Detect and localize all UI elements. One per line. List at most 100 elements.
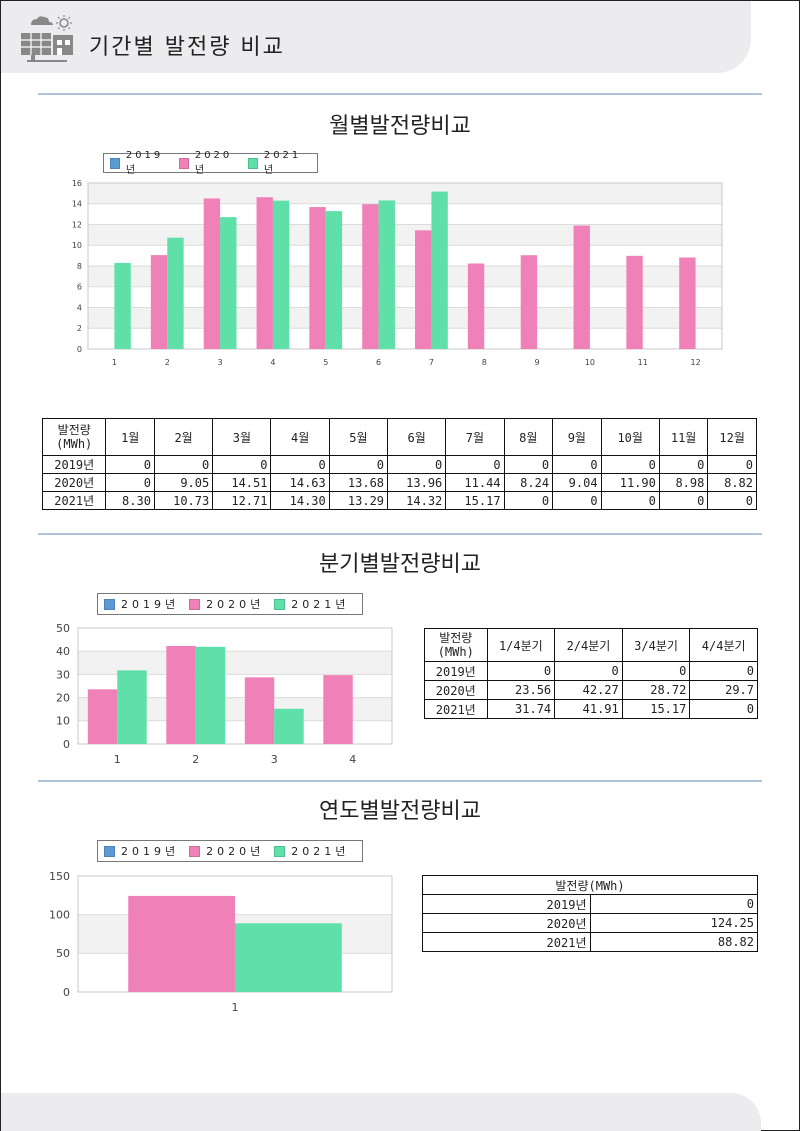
y-tick-label: 30 [56,668,70,681]
table-cell: 11.90 [600,473,660,492]
bar-2021년-2 [167,237,184,349]
bar-2021년-7 [431,191,448,349]
table-row: 2019년 0 0 0 0 [424,661,758,681]
table-cell: 12.71 [212,491,272,510]
x-tick-label: 1 [232,1001,239,1014]
yearly-chart-legend: 2019년 2020년 2021년 [97,840,363,862]
x-tick-label: 7 [429,358,434,367]
y-tick-label: 0 [63,738,70,751]
bar-2020년-12 [679,257,696,349]
legend-swatch [110,157,120,169]
bar-2020년-1 [87,689,118,744]
table-cell: 15.17 [445,491,505,510]
table-header-cell: 4/4분기 [689,628,758,662]
yearly-data-table: 발전량(MWh) 2019년 0 2020년 124.25 2021년 88.82 [422,875,758,952]
bar-2020년-7 [415,230,432,349]
bar-2020년-9 [520,255,538,349]
legend-item-2019: 2019년 [110,150,169,176]
table-header-row: 발전량 (MWh) 1월 2월 3월 4월 5월 6월 7월 8월 9월 10월 11월 12월 [41,418,757,456]
bar-2020년-1 [128,895,235,992]
table-cell: 8.98 [658,473,709,492]
legend-item-2019: 2019년 [104,596,179,612]
table-cell: 29.7 [689,680,758,700]
y-tick-label: 10 [72,241,82,250]
page-footer [1,1093,761,1131]
plot-border [87,182,723,350]
bar-2020년-4 [323,675,353,744]
section-divider [38,533,762,535]
x-tick-label: 4 [270,358,275,367]
table-cell: 0 [600,491,660,510]
x-tick-label: 2 [165,358,170,367]
y-tick-label: 20 [56,691,70,704]
bar-2020년-10 [573,225,590,349]
y-tick-label: 2 [77,324,82,333]
row-label: 2021년 [41,491,107,510]
legend-swatch [179,157,189,169]
y-tick-label: 14 [72,200,82,209]
table-cell: 14.51 [212,473,272,492]
table-cell: 0 [503,491,554,510]
bar-2020년-4 [256,197,273,349]
table-cell: 23.56 [486,680,556,700]
legend-swatch [274,845,286,857]
table-header-cell: 11월 [658,418,709,456]
row-label: 2020년 [422,913,591,933]
legend-item-2020: 2020년 [189,596,264,612]
table-cell: 42.27 [554,680,623,700]
bar-2020년-2 [166,645,196,744]
x-tick-label: 4 [349,753,356,766]
x-tick-label: 6 [376,358,381,367]
quarterly-bar-chart: 0 10 20 30 40 50 1 2 3 4 [56,622,393,766]
y-tick-label: 100 [49,909,70,922]
table-cell: 0 [689,699,758,719]
bar-2020년-11 [626,255,643,349]
table-cell: 0 [552,491,602,510]
y-tick-label: 0 [63,986,70,999]
grid-band [88,266,722,287]
table-header-cell: 12월 [707,418,757,456]
table-cell: 0 [658,455,709,474]
bar-2020년-3 [203,198,221,349]
table-corner-cell: 발전량 (MWh) [41,418,107,456]
legend-item-2020: 2020년 [179,150,238,176]
table-header-cell: 1/4분기 [486,628,556,662]
table-header-row: 발전량(MWh) [422,875,758,895]
table-cell: 0 [212,455,272,474]
table-row: 2020년 0 9.05 14.51 14.63 13.68 13.96 11.44 8.24 9… [41,473,757,492]
row-label: 2019년 [41,455,107,474]
bar-2021년-5 [325,211,343,349]
table-cell: 14.63 [270,473,330,492]
yearly-bar-chart: 0 50 100 150 1 [49,870,393,1014]
table-header-cell: 9월 [552,418,602,456]
table-row: 2021년 88.82 [422,932,758,952]
y-tick-label: 40 [56,645,70,658]
bar-2021년-4 [272,200,290,349]
table-header-cell: 2/4분기 [554,628,623,662]
y-tick-label: 4 [77,303,82,312]
page-header: 기간별 발전량 비교 [1,1,751,73]
table-cell: 13.96 [387,473,447,492]
table-cell: 0 [486,661,556,681]
y-tick-label: 12 [72,220,82,229]
table-cell: 31.74 [486,699,556,719]
table-corner-cell: 발전량 (MWh) [424,628,488,662]
table-cell: 15.17 [621,699,691,719]
x-tick-label: 3 [271,753,278,766]
table-row: 2021년 8.30 10.73 12.71 14.30 13.29 14.32 15.17 0… [41,491,757,510]
bar-2020년-2 [150,255,168,349]
table-header-cell: 10월 [600,418,660,456]
y-tick-label: 50 [56,947,70,960]
legend-item-2021: 2021년 [274,596,349,612]
table-cell: 9.05 [153,473,214,492]
x-tick-label: 8 [482,358,487,367]
table-header-cell: 4월 [270,418,330,456]
bar-2021년-1 [114,262,131,349]
x-tick-label: 11 [638,358,648,367]
table-cell: 0 [503,455,554,474]
grid-band [88,307,722,329]
legend-swatch [104,845,115,857]
table-header-cell: 3/4분기 [621,628,691,662]
table-cell: 0 [445,455,505,474]
